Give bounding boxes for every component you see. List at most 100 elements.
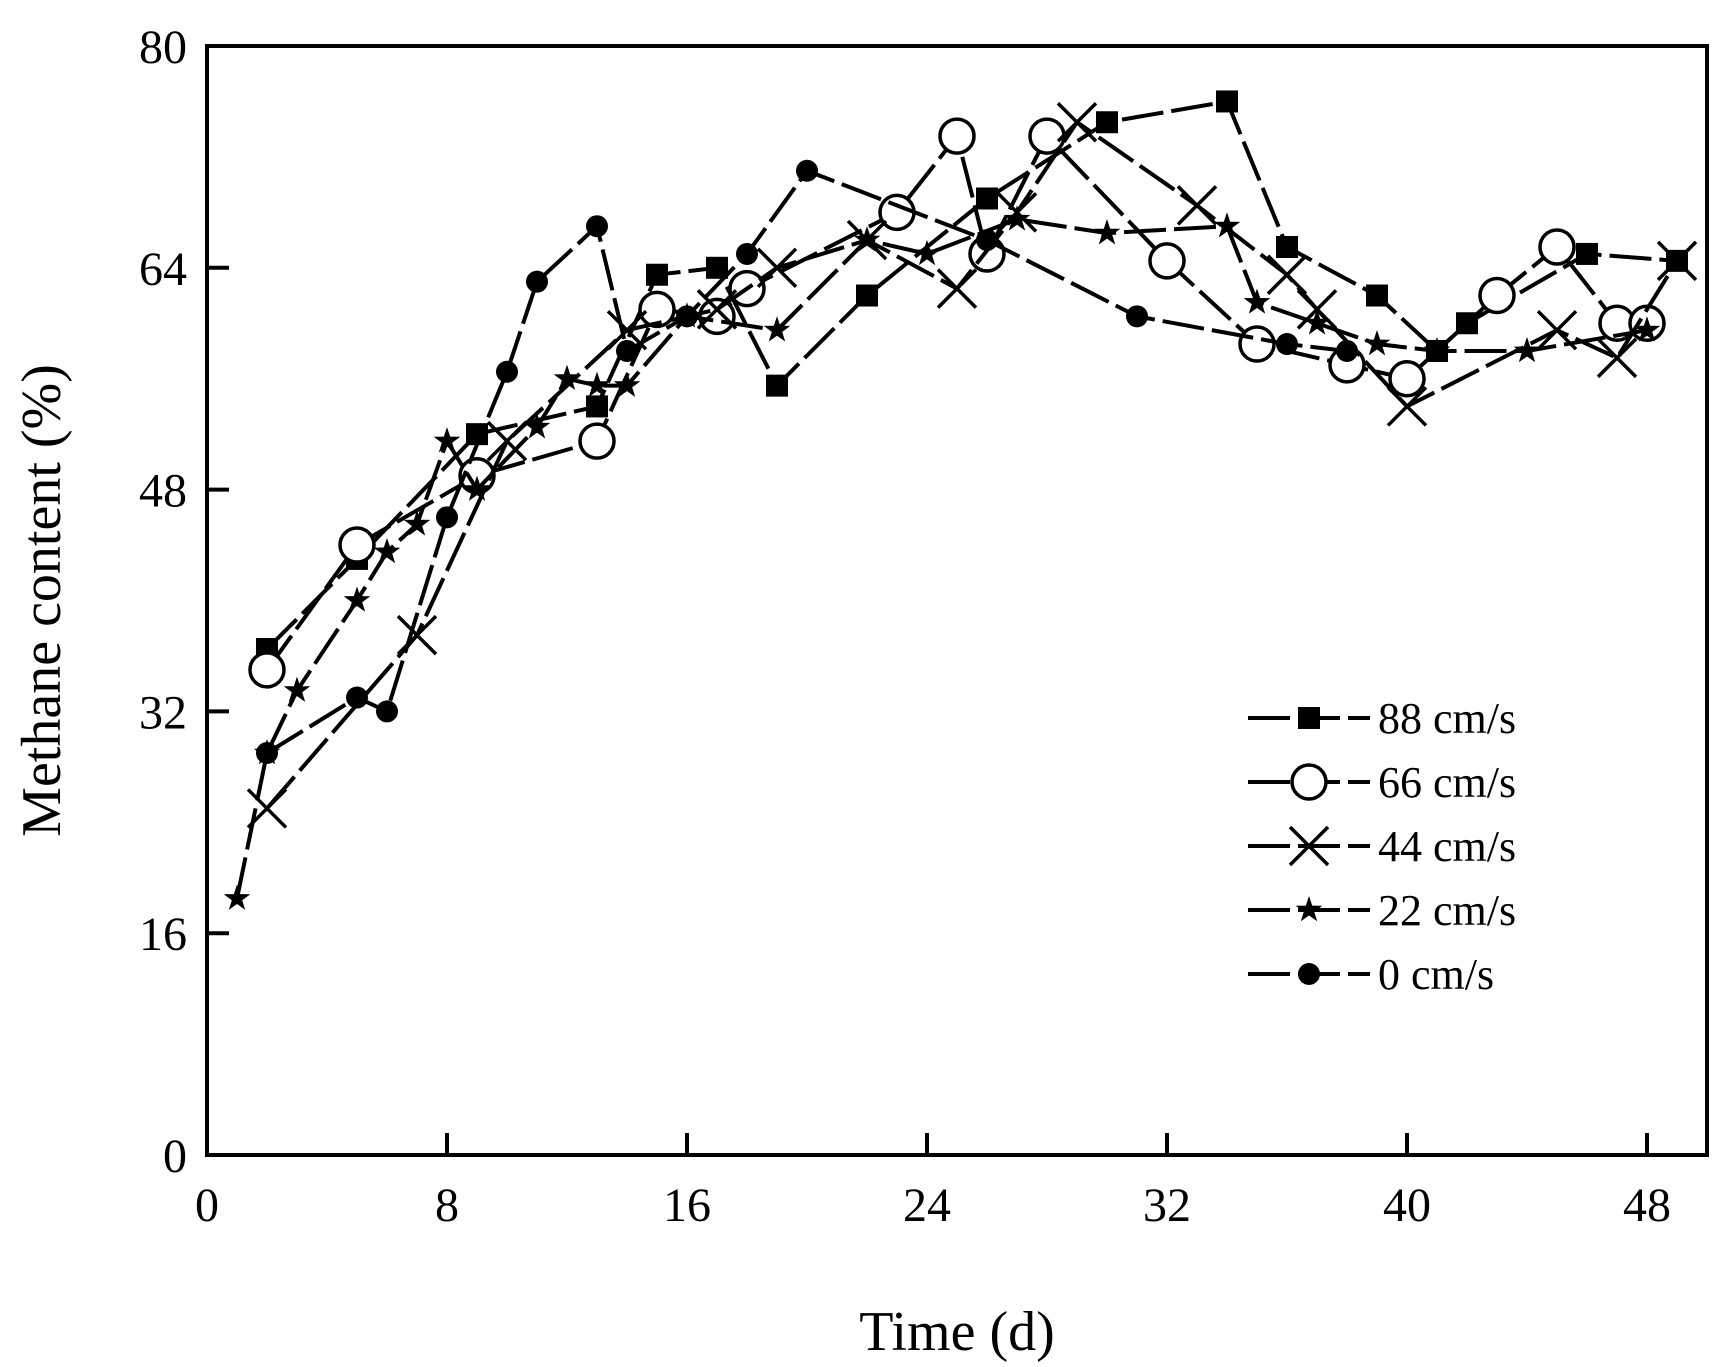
filled-circle-marker	[376, 700, 398, 723]
square-marker	[706, 256, 728, 279]
x-marker	[1596, 337, 1638, 379]
star-marker	[403, 510, 431, 536]
x-tick-label: 16	[663, 1179, 711, 1232]
star-marker	[223, 884, 251, 910]
star-marker	[1213, 212, 1241, 238]
star-marker	[1303, 309, 1331, 335]
x-marker	[396, 614, 438, 656]
y-tick-label: 32	[139, 686, 187, 739]
star-marker	[373, 538, 401, 564]
square-marker	[1298, 707, 1320, 729]
legend: 88 cm/s 66 cm/s 44 cm/s 22 cm/s 0 cm/s	[1248, 694, 1516, 999]
filled-circle-marker	[256, 741, 278, 764]
x-marker	[1386, 386, 1428, 427]
series-4	[256, 159, 1358, 764]
legend-label: 66 cm/s	[1378, 758, 1516, 807]
square-marker	[766, 374, 788, 397]
series-0	[256, 90, 1688, 661]
x-tick-label: 24	[903, 1179, 951, 1232]
star-marker	[283, 676, 311, 702]
open-circle-marker	[938, 117, 976, 155]
x-marker	[936, 268, 978, 309]
x-axis-title: Time (d)	[859, 1301, 1055, 1363]
series-1	[248, 117, 1666, 689]
star-marker	[1003, 205, 1031, 231]
square-marker	[646, 263, 668, 286]
legend-label: 44 cm/s	[1378, 822, 1516, 871]
x-marker	[1288, 825, 1330, 867]
x-marker	[1266, 254, 1308, 295]
star-marker	[1093, 219, 1121, 245]
filled-circle-marker	[496, 360, 518, 383]
star-marker	[1243, 288, 1271, 314]
plot-frame	[205, 44, 1709, 1157]
y-axis-title: Methane content (%)	[11, 364, 73, 837]
open-circle-marker	[1028, 117, 1066, 155]
x-marker	[1056, 102, 1098, 143]
square-marker	[1216, 90, 1238, 113]
open-circle-marker	[338, 526, 376, 564]
open-circle-marker	[248, 651, 286, 689]
filled-circle-marker	[526, 270, 548, 293]
y-tick-label: 64	[139, 243, 187, 296]
filled-circle-marker	[1276, 333, 1298, 356]
filled-circle-marker	[346, 686, 368, 709]
star-marker	[583, 371, 611, 397]
open-circle-marker	[1478, 276, 1516, 315]
star-marker	[343, 586, 371, 612]
square-marker	[976, 187, 998, 210]
open-circle-marker	[1238, 325, 1276, 363]
open-circle-marker	[698, 297, 736, 336]
x-tick-label: 8	[435, 1179, 459, 1232]
star-marker	[763, 316, 791, 342]
filled-circle-marker	[1298, 963, 1320, 985]
filled-circle-marker	[616, 339, 638, 362]
star-marker	[913, 239, 941, 266]
square-marker	[1276, 236, 1298, 259]
open-circle-marker	[1388, 359, 1426, 398]
y-tick-label: 0	[163, 1130, 187, 1183]
x-tick-label: 48	[1623, 1179, 1671, 1232]
y-tick-label: 16	[139, 908, 187, 961]
star-marker	[433, 427, 461, 453]
x-tick-label: 0	[195, 1179, 219, 1232]
filled-circle-marker	[436, 506, 458, 529]
x-marker	[486, 420, 528, 462]
square-marker	[586, 395, 608, 418]
series-line	[265, 134, 1647, 671]
square-marker	[1096, 111, 1118, 134]
star-marker	[553, 364, 581, 390]
star-marker	[1513, 337, 1541, 363]
star-marker	[853, 226, 881, 252]
open-circle-marker	[1148, 242, 1186, 280]
y-tick-label: 80	[139, 21, 187, 74]
open-circle-marker	[638, 290, 676, 329]
filled-circle-marker	[736, 242, 758, 265]
square-marker	[1576, 242, 1598, 265]
star-marker	[523, 413, 551, 439]
x-tick-label: 40	[1383, 1179, 1431, 1232]
filled-circle-marker	[676, 305, 698, 328]
star-marker	[1363, 330, 1391, 356]
y-tick-label: 48	[139, 465, 187, 518]
filled-circle-marker	[976, 229, 998, 252]
legend-label: 0 cm/s	[1378, 950, 1494, 999]
x-marker	[1176, 185, 1218, 226]
filled-circle-marker	[1126, 305, 1148, 328]
star-marker	[1295, 896, 1323, 922]
open-circle-marker	[1290, 763, 1328, 801]
legend-label: 22 cm/s	[1378, 886, 1516, 935]
square-marker	[856, 284, 878, 307]
legend-label: 88 cm/s	[1378, 694, 1516, 743]
filled-circle-marker	[1336, 339, 1358, 362]
x-tick-label: 32	[1143, 1179, 1191, 1232]
x-marker	[756, 247, 798, 289]
open-circle-marker	[578, 422, 616, 460]
square-marker	[1366, 284, 1388, 307]
x-marker	[1656, 240, 1698, 282]
axes-group: 0 8 16 24 32 40 48 0 16 32 48 64 80	[139, 21, 1671, 1232]
star-marker	[613, 371, 641, 397]
filled-circle-marker	[796, 159, 818, 182]
star-marker	[1423, 337, 1451, 363]
